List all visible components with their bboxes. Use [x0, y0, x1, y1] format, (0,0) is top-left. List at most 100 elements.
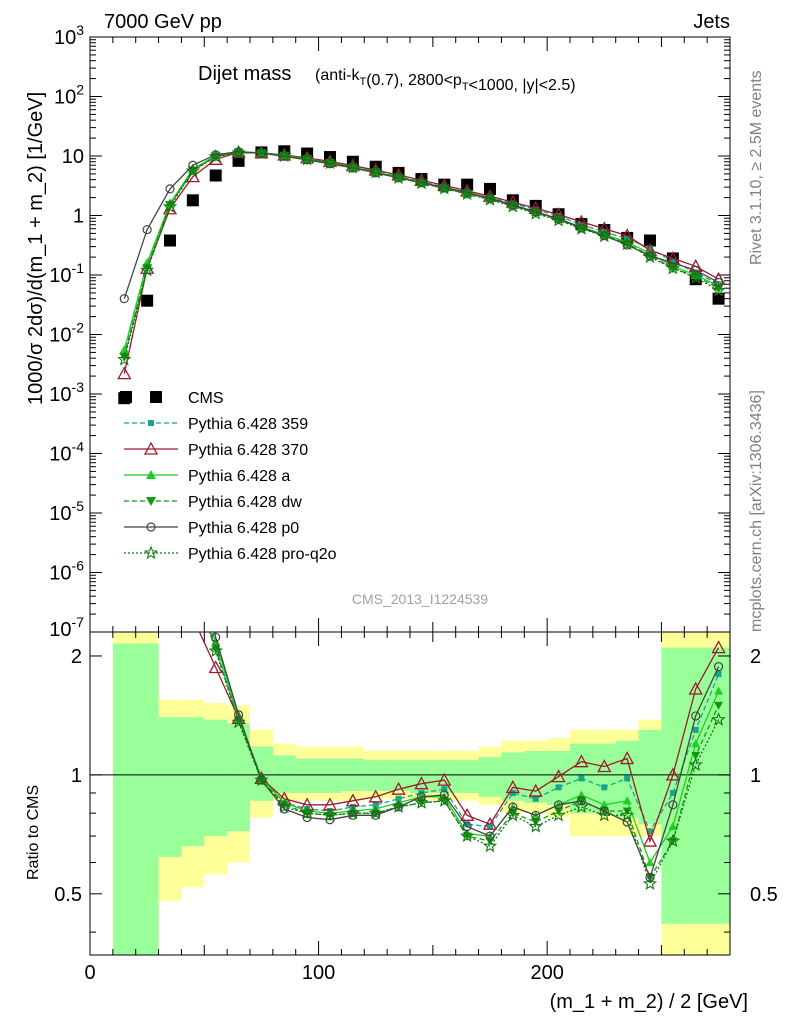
marker-star	[299, 151, 315, 166]
marker-square	[164, 234, 176, 247]
marker-circle-open	[645, 872, 655, 883]
marker-triangle	[668, 822, 678, 831]
marker-circle-open	[325, 815, 335, 825]
band-green	[204, 719, 228, 837]
ratio-line	[210, 632, 720, 833]
marker-star	[231, 145, 246, 159]
marker-star	[619, 236, 635, 251]
marker-circle-open	[188, 160, 198, 170]
band-green	[524, 750, 548, 803]
marker-triangle	[599, 800, 609, 809]
data-series	[117, 145, 726, 890]
marker-square	[186, 194, 199, 207]
marker-square	[669, 789, 676, 796]
marker-star	[322, 155, 338, 170]
x-axis-label: (m_1 + m_2) / 2 [GeV]	[550, 991, 748, 1013]
marker-star	[459, 828, 475, 843]
band-green	[181, 717, 205, 847]
marker-triangle-down	[211, 645, 221, 654]
marker-square	[644, 234, 656, 247]
category-label: Jets	[693, 11, 730, 33]
marker-square	[601, 784, 608, 791]
y-tick-label: 103	[54, 22, 84, 49]
energy-label: 7000 GeV pp	[104, 11, 222, 33]
marker-star	[505, 807, 521, 822]
marker-star	[642, 876, 658, 890]
marker-triangle	[714, 686, 724, 695]
marker-star	[437, 180, 452, 195]
marker-square	[555, 784, 562, 791]
legend-label: CMS	[188, 390, 224, 407]
marker-star	[688, 270, 703, 284]
marker-square	[148, 420, 154, 426]
y-tick-label: 10-1	[49, 260, 84, 287]
marker-star	[345, 160, 361, 174]
marker-star	[551, 807, 566, 822]
y-tick-label: 10-7	[49, 614, 84, 641]
plot-title: Dijet mass	[198, 63, 291, 85]
y-tick-label: 10-3	[49, 379, 84, 406]
marker-circle-open	[233, 710, 244, 720]
ratio-series-pythia-6-428-359	[210, 632, 722, 835]
marker-triangle-open	[505, 779, 520, 793]
band-green	[547, 750, 570, 805]
marker-star	[368, 164, 383, 179]
marker-star	[574, 799, 589, 813]
marker-triangle-open	[688, 681, 703, 695]
y-tick-label: 10-5	[49, 498, 84, 525]
marker-star	[414, 175, 429, 190]
marker-circle-open	[691, 265, 701, 275]
marker-star	[437, 793, 452, 807]
band-green	[272, 755, 296, 793]
marker-square	[715, 671, 722, 678]
legend-label: Pythia 6.428 p0	[188, 520, 299, 537]
ratio-tick-label: 1	[71, 765, 82, 787]
marker-star	[528, 819, 543, 833]
marker-circle-open	[713, 661, 724, 672]
marker-triangle-open	[414, 776, 429, 790]
marker-triangle-open	[642, 833, 658, 847]
ratio-series-pythia-6-428-pro-q2o	[208, 632, 726, 890]
marker-square	[120, 391, 132, 403]
marker-circle-open	[371, 168, 381, 178]
marker-star	[277, 799, 292, 813]
plot-title-detail: (anti-kT(0.7), 2800<pT<1000, |y|<2.5)	[315, 67, 576, 94]
marker-square	[647, 245, 653, 252]
marker-triangle-open	[391, 781, 406, 795]
marker-triangle-open	[597, 759, 612, 773]
marker-star	[597, 228, 612, 243]
marker-square	[464, 821, 471, 828]
marker-triangle-open	[551, 769, 566, 783]
legend-entry: Pythia 6.428 359	[124, 416, 308, 433]
marker-star	[231, 714, 246, 729]
main-frame	[89, 36, 731, 633]
marker-circle-open	[119, 294, 129, 304]
band-green	[158, 717, 182, 857]
marker-circle-open	[439, 790, 449, 800]
ratio-tick-label-right: 0.5	[750, 884, 778, 906]
marker-star	[345, 805, 361, 820]
band-green	[318, 758, 342, 793]
marker-circle-open	[146, 522, 156, 532]
marker-triangle-open	[345, 793, 360, 807]
x-tick-label: 0	[84, 962, 95, 984]
marker-star	[619, 807, 635, 822]
marker-circle-open	[165, 184, 175, 194]
x-tick-label: 200	[530, 962, 563, 984]
rivet-label: Rivet 3.1.10, ≥ 2.5M events	[748, 70, 765, 265]
marker-triangle-open	[143, 441, 159, 455]
marker-triangle-open	[117, 366, 132, 380]
y-tick-label: 10-2	[49, 320, 84, 347]
y-tick-label: 10-6	[49, 558, 84, 585]
legend-entry: Pythia 6.428 p0	[124, 520, 299, 537]
ratio-tick-label: 0.5	[54, 884, 82, 906]
marker-star	[459, 186, 475, 201]
marker-circle-open	[668, 800, 678, 810]
marker-star	[665, 833, 681, 848]
marker-star	[143, 545, 159, 560]
marker-circle-open	[691, 711, 701, 721]
axes: 10-710-610-510-410-310-210-11101021030.5…	[49, 22, 778, 984]
band-green	[387, 760, 410, 792]
marker-triangle-down	[691, 751, 701, 760]
marker-star	[391, 799, 406, 813]
